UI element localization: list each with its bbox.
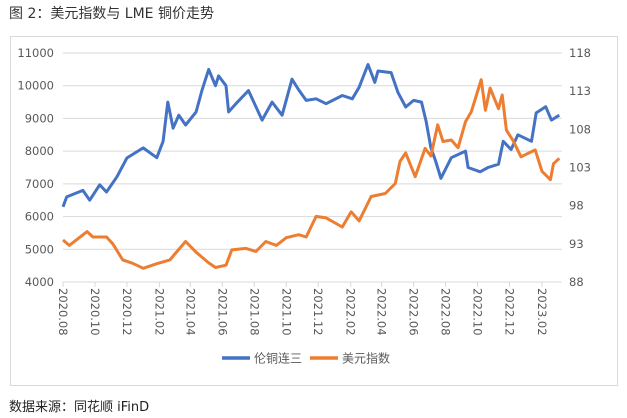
x-tick-label: 2022.12 xyxy=(503,288,517,336)
series-line-copper xyxy=(61,63,561,208)
y-left-tick-label: 5000 xyxy=(25,242,54,256)
y-left-tick-label: 7000 xyxy=(25,177,54,191)
y-right-tick-label: 113 xyxy=(569,84,591,98)
y-right-tick-label: 118 xyxy=(569,46,591,60)
x-tick-label: 2021.12 xyxy=(311,288,325,336)
x-tick-label: 2021.06 xyxy=(215,288,229,336)
x-tick-label: 2020.10 xyxy=(88,288,102,336)
x-tick-label: 2022.02 xyxy=(344,288,358,336)
y-left-tick-label: 6000 xyxy=(25,210,54,224)
data-source: 数据来源：同花顺 iFinD xyxy=(9,400,150,415)
x-tick-label: 2020.12 xyxy=(120,288,134,336)
legend-label: 伦铜连三 xyxy=(254,351,302,366)
x-tick-label: 2021.10 xyxy=(279,288,293,336)
x-tick-label: 2022.10 xyxy=(471,288,485,336)
x-tick-label: 2023.02 xyxy=(535,288,549,336)
x-tick-label: 2020.08 xyxy=(56,288,70,336)
x-tick-label: 2021.02 xyxy=(152,288,166,336)
x-tick-label: 2021.04 xyxy=(183,288,197,336)
x-tick-label: 2021.08 xyxy=(247,288,261,336)
y-right-tick-label: 108 xyxy=(569,122,591,136)
x-tick-label: 2022.08 xyxy=(439,288,453,336)
y-left-tick-label: 4000 xyxy=(25,275,54,289)
y-right-tick-label: 93 xyxy=(569,237,584,251)
y-left-tick-label: 11000 xyxy=(17,46,54,60)
y-left-tick-label: 10000 xyxy=(17,79,54,93)
y-left-tick-label: 9000 xyxy=(25,111,54,125)
series-line-dxy xyxy=(62,78,561,270)
figure-title: 图 2：美元指数与 LME 铜价走势 xyxy=(9,6,214,22)
chart-frame xyxy=(10,36,618,386)
x-tick-label: 2022.06 xyxy=(407,288,421,336)
y-right-tick-label: 88 xyxy=(569,275,584,289)
x-tick-label: 2022.04 xyxy=(375,288,389,336)
y-left-tick-label: 8000 xyxy=(25,144,54,158)
y-right-tick-label: 98 xyxy=(569,199,584,213)
y-right-tick-label: 103 xyxy=(569,161,591,175)
legend-label: 美元指数 xyxy=(342,351,390,366)
